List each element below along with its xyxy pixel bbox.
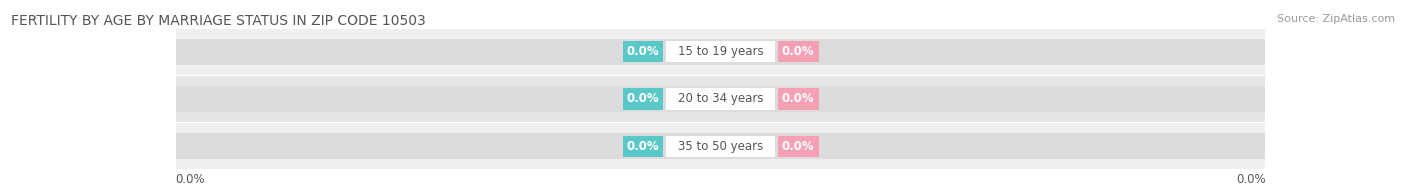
FancyBboxPatch shape bbox=[176, 76, 1265, 122]
Text: 35 to 50 years: 35 to 50 years bbox=[678, 140, 763, 153]
Bar bbox=[666, 41, 775, 63]
Text: 15 to 19 years: 15 to 19 years bbox=[678, 45, 763, 58]
Bar bbox=[778, 135, 818, 157]
Text: 0.0%: 0.0% bbox=[627, 93, 659, 105]
Text: 0.0%: 0.0% bbox=[782, 93, 814, 105]
Text: 0.0%: 0.0% bbox=[782, 140, 814, 153]
Bar bbox=[176, 39, 1265, 65]
Bar bbox=[623, 41, 664, 63]
Bar bbox=[623, 88, 664, 110]
FancyBboxPatch shape bbox=[176, 29, 1265, 75]
Text: 0.0%: 0.0% bbox=[1236, 173, 1265, 187]
Bar bbox=[666, 135, 775, 157]
Text: 0.0%: 0.0% bbox=[782, 45, 814, 58]
Text: 0.0%: 0.0% bbox=[176, 173, 205, 187]
Text: 0.0%: 0.0% bbox=[627, 140, 659, 153]
Bar bbox=[666, 88, 775, 110]
Text: FERTILITY BY AGE BY MARRIAGE STATUS IN ZIP CODE 10503: FERTILITY BY AGE BY MARRIAGE STATUS IN Z… bbox=[11, 14, 426, 28]
Bar bbox=[778, 41, 818, 63]
Bar bbox=[778, 88, 818, 110]
Bar bbox=[176, 86, 1265, 112]
Text: Source: ZipAtlas.com: Source: ZipAtlas.com bbox=[1277, 14, 1395, 24]
Bar bbox=[623, 135, 664, 157]
FancyBboxPatch shape bbox=[176, 123, 1265, 169]
Text: 0.0%: 0.0% bbox=[627, 45, 659, 58]
Text: 20 to 34 years: 20 to 34 years bbox=[678, 93, 763, 105]
Bar bbox=[176, 133, 1265, 159]
